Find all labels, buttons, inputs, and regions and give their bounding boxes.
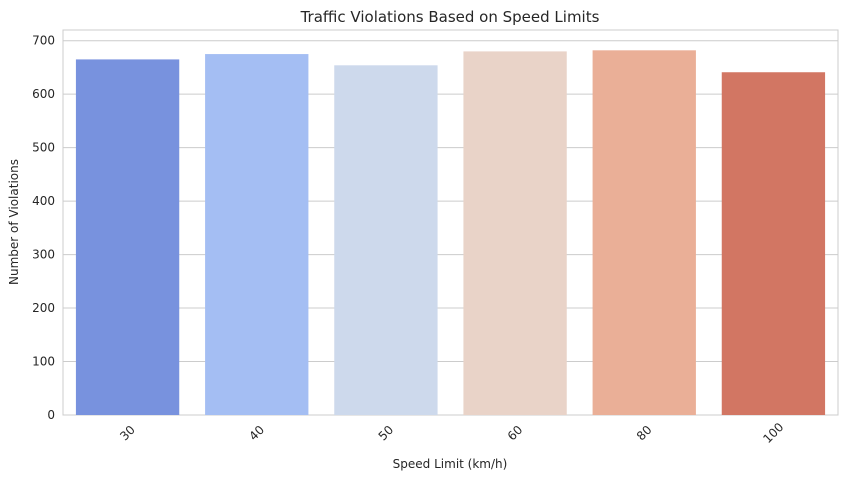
bar-40 [205,54,309,415]
y-tick-label: 100 [32,355,55,369]
x-tick-label: 50 [376,423,397,444]
grid-lines [63,40,838,416]
x-tick-label: 30 [117,423,138,444]
y-tick-label: 500 [32,141,55,155]
x-tick-label: 100 [760,420,786,446]
bars [75,50,826,416]
x-tick-label: 60 [505,423,526,444]
x-axis-label: Speed Limit (km/h) [393,457,508,471]
chart-title: Traffic Violations Based on Speed Limits [300,8,600,26]
y-tick-label: 300 [32,248,55,262]
bar-80 [592,50,696,415]
x-tick-label: 80 [634,423,655,444]
bar-50 [334,65,438,416]
y-tick-label: 700 [32,34,55,48]
bar-100 [721,72,826,416]
y-tick-labels: 0 100 200 300 400 500 600 700 [32,34,55,422]
bar-60 [463,51,567,416]
x-tick-label: 40 [246,423,267,444]
bar-30 [75,59,180,415]
x-tick-labels: 30 40 50 60 80 100 [117,420,786,446]
y-tick-label: 200 [32,301,55,315]
y-tick-label: 400 [32,194,55,208]
y-tick-label: 0 [47,408,55,422]
y-axis-label: Number of Violations [7,159,21,285]
y-tick-label: 600 [32,87,55,101]
